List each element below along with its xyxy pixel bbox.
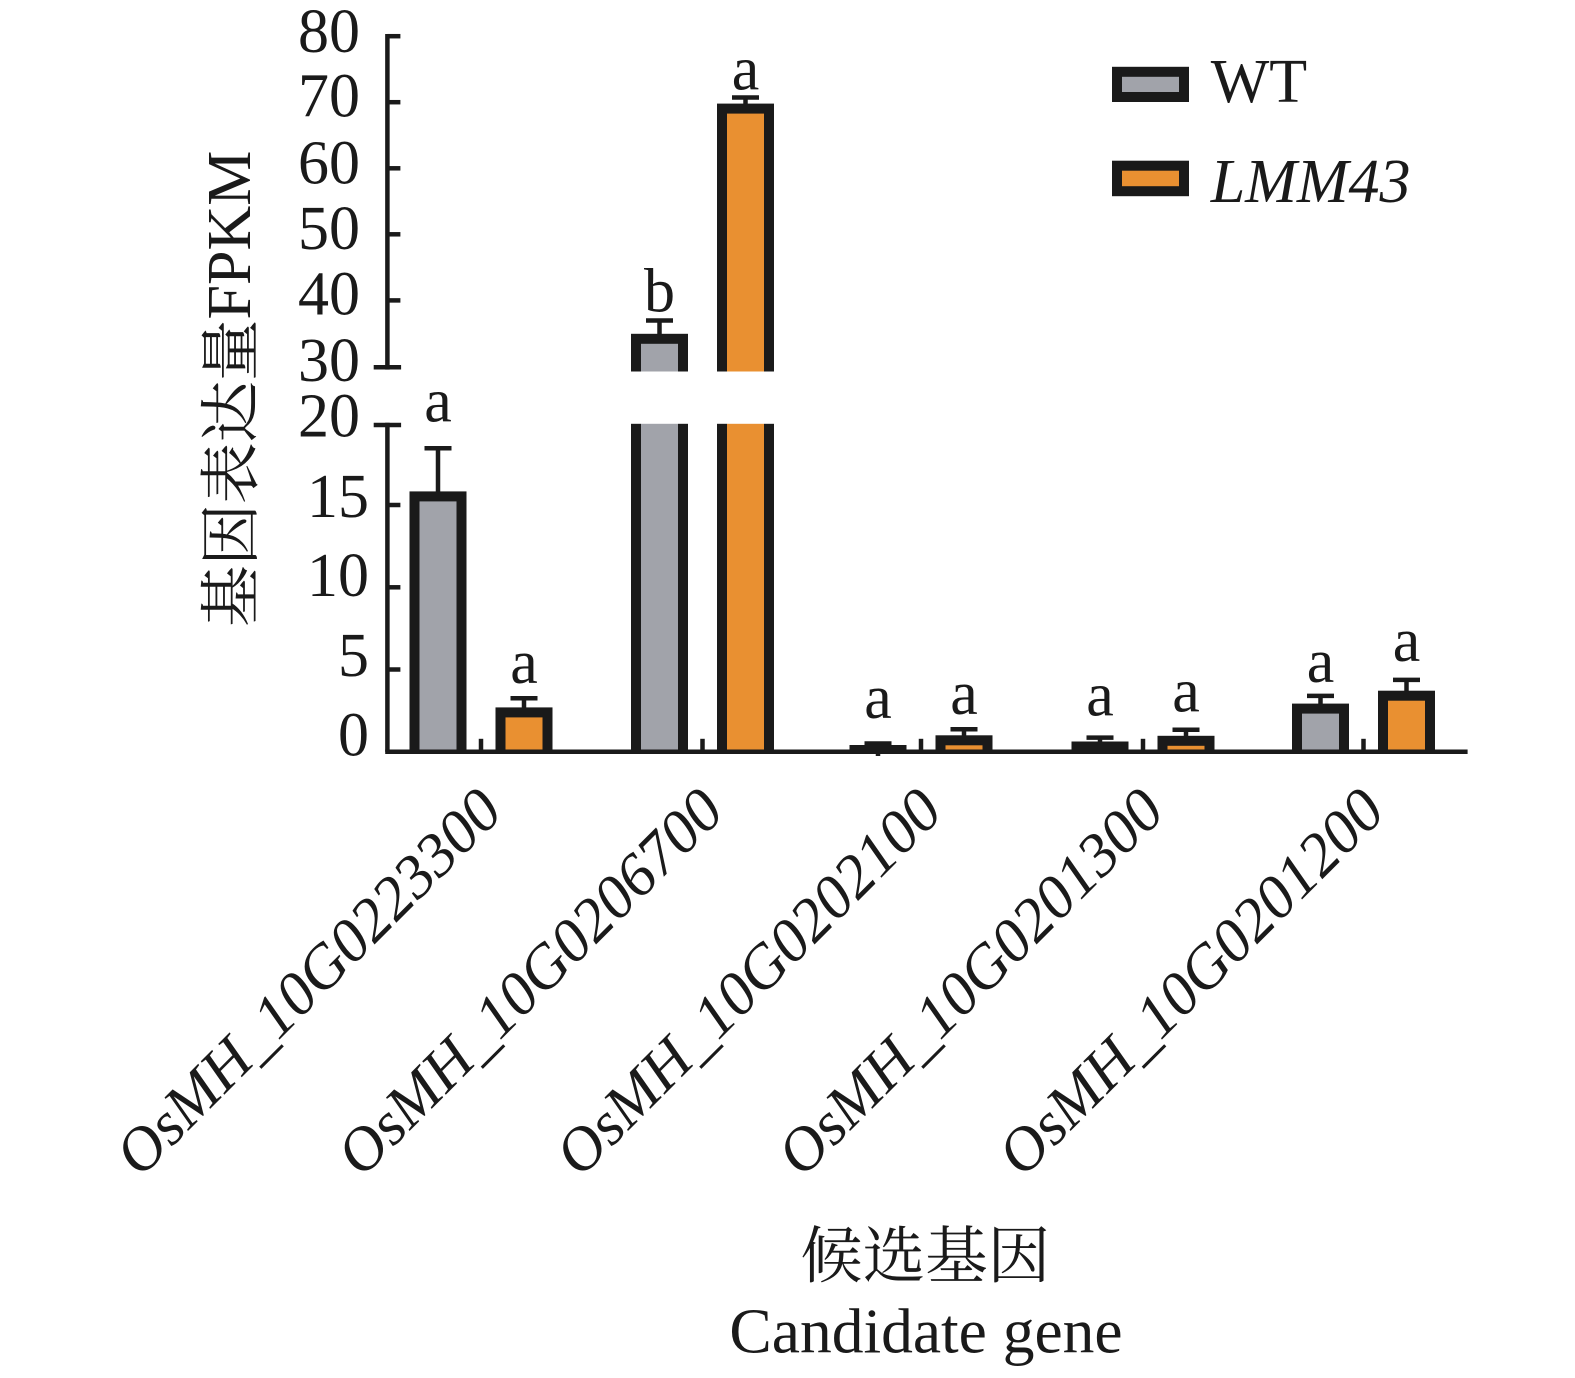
svg-text:80: 80 [298, 0, 360, 66]
svg-text:FPKM: FPKM [196, 151, 264, 320]
svg-text:20: 20 [298, 383, 360, 451]
svg-text:70: 70 [298, 62, 360, 130]
svg-text:40: 40 [298, 260, 360, 328]
svg-text:10: 10 [307, 542, 369, 610]
svg-text:a: a [950, 660, 978, 728]
svg-text:a: a [732, 36, 760, 104]
svg-text:30: 30 [298, 327, 360, 395]
svg-text:a: a [424, 367, 452, 435]
svg-text:b: b [644, 258, 675, 326]
svg-text:WT: WT [1211, 48, 1307, 116]
svg-text:a: a [864, 664, 892, 732]
svg-text:a: a [1086, 662, 1114, 730]
svg-text:a: a [1393, 607, 1421, 675]
svg-text:15: 15 [307, 463, 369, 531]
svg-text:Candidate gene: Candidate gene [729, 1296, 1122, 1367]
svg-text:5: 5 [338, 622, 369, 690]
svg-text:0: 0 [338, 702, 369, 770]
svg-text:60: 60 [298, 130, 360, 198]
svg-text:a: a [1307, 628, 1335, 696]
svg-text:a: a [510, 629, 538, 697]
svg-text:LMM43: LMM43 [1210, 148, 1411, 216]
svg-text:50: 50 [298, 195, 360, 263]
svg-text:a: a [1172, 658, 1200, 726]
